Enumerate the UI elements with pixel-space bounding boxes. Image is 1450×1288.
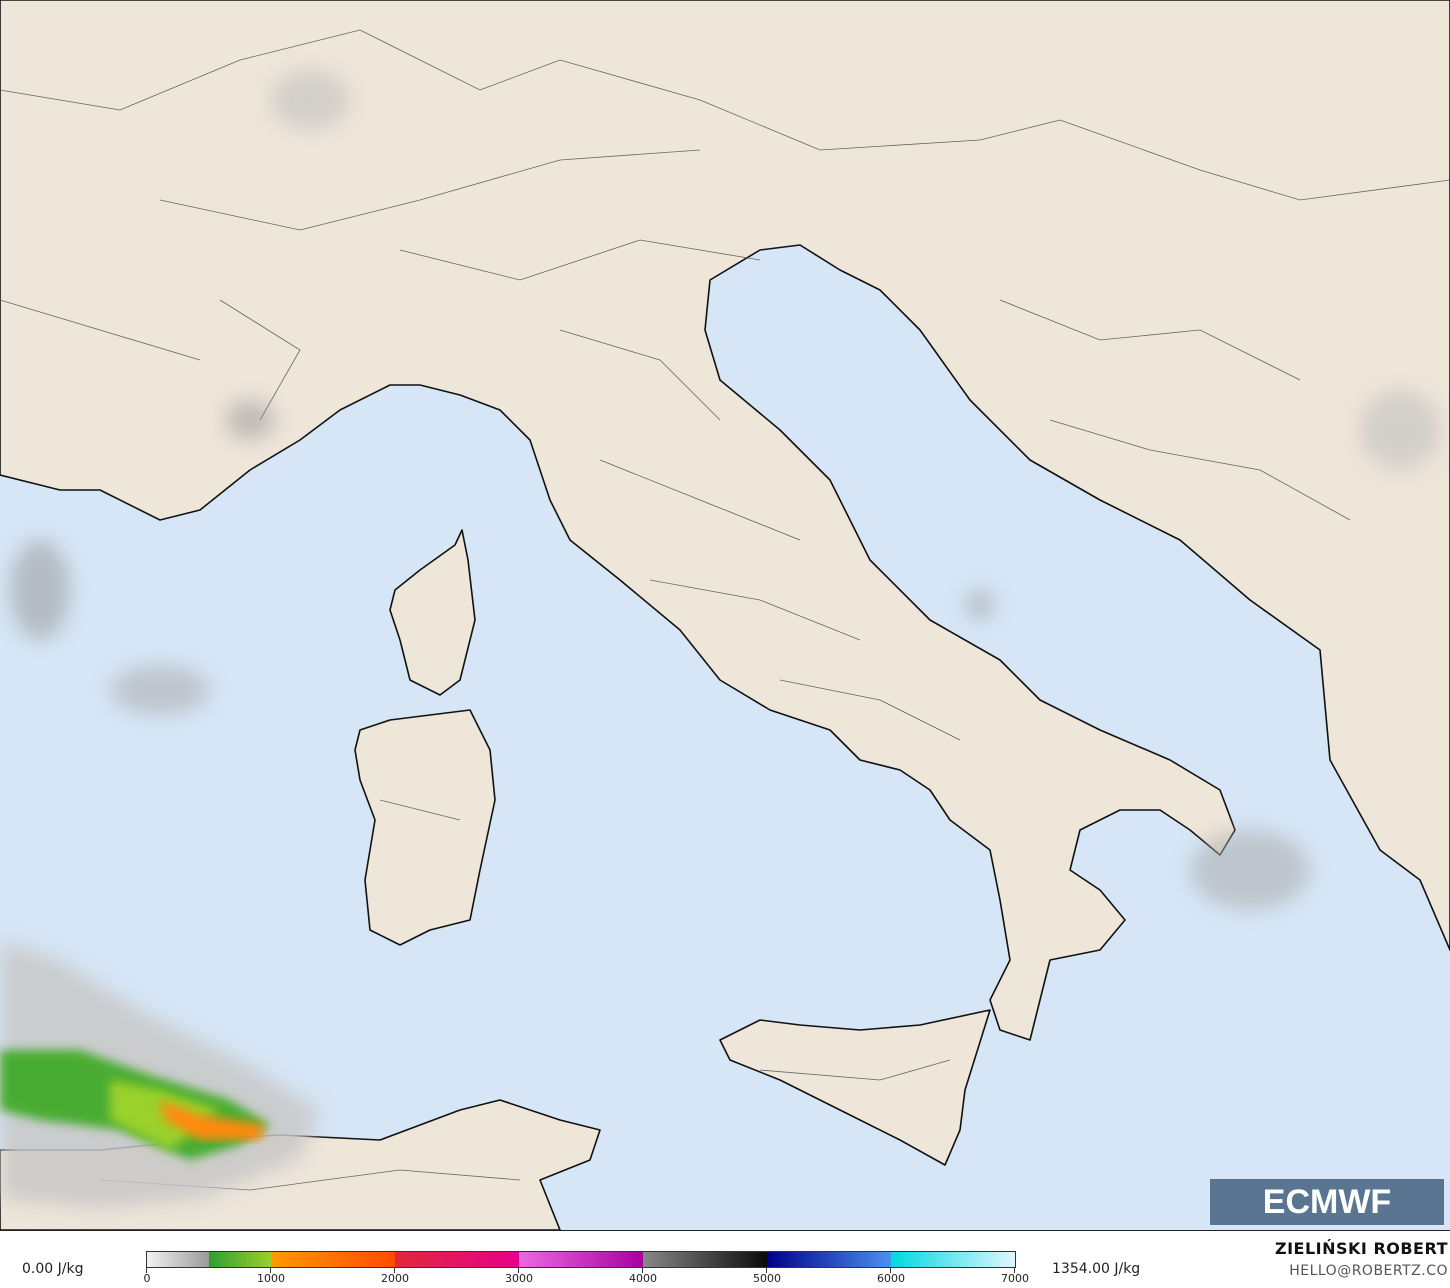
colorbar-tick	[518, 1267, 519, 1273]
author-email: HELLO@ROBERTZ.CO	[1289, 1263, 1448, 1279]
colorbar-tick	[270, 1267, 271, 1273]
colorbar-tick	[766, 1267, 767, 1273]
corsica	[389, 529, 476, 696]
colorbar-tick-label: 2000	[381, 1272, 409, 1285]
colorbar-tick	[146, 1267, 147, 1273]
cape-map	[0, 0, 1450, 1230]
colorbar	[146, 1251, 1016, 1268]
colorbar-tick-label: 4000	[629, 1272, 657, 1285]
sardinia	[354, 709, 496, 946]
legend-max-label: 1354.00 J/kg	[1052, 1261, 1141, 1277]
sicily	[719, 1009, 991, 1166]
colorbar-tick-label: 7000	[1001, 1272, 1029, 1285]
legend-min-label: 0.00 J/kg	[22, 1261, 84, 1277]
ecmwf-logo-text: ECMWF	[1262, 1182, 1392, 1221]
cloud-shading	[10, 70, 1440, 910]
colorbar-tick-label: 1000	[257, 1272, 285, 1285]
author-credit: ZIELIŃSKI ROBERT	[1274, 1239, 1448, 1258]
cape-field	[0, 940, 320, 1210]
colorbar-tick-label: 5000	[753, 1272, 781, 1285]
colorbar-tick	[642, 1267, 643, 1273]
ecmwf-logo: ECMWF	[1210, 1179, 1444, 1225]
colorbar-tick	[890, 1267, 891, 1273]
mainland-europe-italy	[0, 0, 1450, 1041]
colorbar-tick-label: 0	[143, 1272, 151, 1285]
colorbar-tick-label: 3000	[505, 1272, 533, 1285]
colorbar-tick	[394, 1267, 395, 1273]
legend-footer: 0.00 J/kg 0 1000 2000 3000 4000 5000 6000 7000 …	[0, 1230, 1450, 1288]
admin-borders	[0, 29, 1450, 1191]
colorbar-tick-label: 6000	[877, 1272, 905, 1285]
colorbar-tick	[1014, 1267, 1015, 1273]
